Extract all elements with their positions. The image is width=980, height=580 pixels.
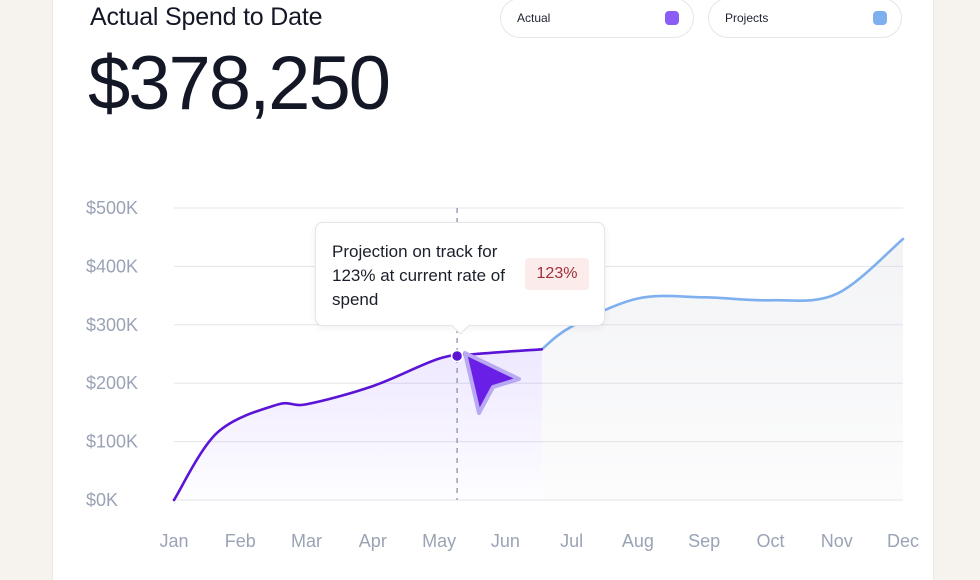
y-tick-label: $300K	[86, 315, 138, 335]
x-tick-label: May	[422, 531, 456, 551]
x-tick-label: Apr	[359, 531, 387, 551]
x-tick-label: Feb	[225, 531, 256, 551]
legend-actual-swatch	[665, 11, 679, 25]
x-tick-label: Oct	[756, 531, 784, 551]
highlight-point	[450, 349, 464, 363]
x-tick-label: Aug	[622, 531, 654, 551]
actual-line	[172, 348, 544, 502]
x-tick-label: Nov	[821, 531, 853, 551]
x-tick-label: Jul	[560, 531, 583, 551]
total-amount: $378,250	[88, 41, 391, 126]
line-chart: $500K $400K $300K $200K $100K $0K Jan Feb Mar Apr…	[86, 198, 919, 551]
legend-projects-swatch	[873, 11, 887, 25]
y-tick-label: $200K	[86, 373, 138, 393]
projects-line	[540, 237, 905, 351]
x-tick-label: Sep	[688, 531, 720, 551]
y-tick-label: $0K	[86, 490, 118, 510]
x-tick-label: Jan	[159, 531, 188, 551]
tooltip-text: Projection on track for 123% at current …	[332, 242, 505, 309]
legend-projects-label: Projects	[725, 11, 769, 25]
legend-projects[interactable]: Projects	[708, 0, 902, 38]
actual-area	[174, 349, 542, 500]
y-tick-label: $100K	[86, 432, 138, 452]
legend-actual[interactable]: Actual	[500, 0, 694, 38]
legend-actual-label: Actual	[517, 11, 551, 25]
x-tick-label: Dec	[887, 531, 919, 551]
projection-tooltip: Projection on track for 123% at current …	[315, 222, 605, 335]
projects-area	[541, 238, 903, 500]
x-tick-label: Mar	[291, 531, 322, 551]
page-title: Actual Spend to Date	[90, 3, 323, 31]
y-tick-label: $400K	[86, 256, 138, 276]
cursor-arrow-icon	[463, 351, 521, 415]
x-tick-label: Jun	[491, 531, 520, 551]
y-tick-label: $500K	[86, 198, 138, 218]
percentage-badge: 123%	[525, 258, 589, 290]
